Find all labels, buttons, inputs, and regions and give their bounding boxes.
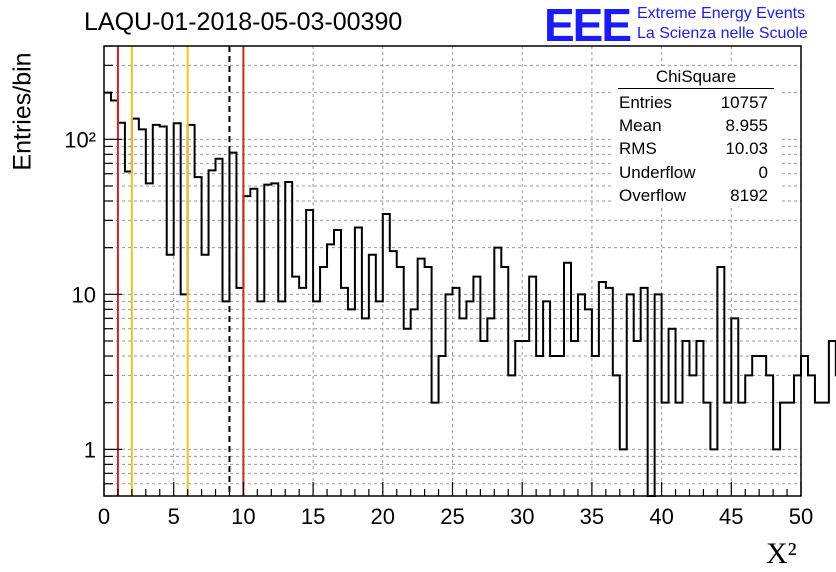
histogram-bars — [104, 91, 836, 497]
stats-value: 10757 — [720, 93, 768, 112]
stats-row-underflow: Underflow 0 — [612, 161, 780, 184]
stats-row-rms: RMS 10.03 — [612, 137, 780, 160]
x-tick-label: 25 — [440, 504, 464, 529]
x-tick-label: 20 — [371, 504, 395, 529]
y-tick-label: 10² — [64, 127, 96, 152]
x-tick-label: 30 — [510, 504, 534, 529]
x-tick-label: 5 — [168, 504, 180, 529]
stats-value: 8192 — [730, 185, 768, 205]
run-title: LAQU-01-2018-05-03-00390 — [84, 8, 403, 36]
histogram-outline — [104, 91, 836, 497]
x-tick-label: 15 — [301, 504, 325, 529]
x-tick-label: 35 — [580, 504, 604, 529]
x-axis-label: X² — [766, 537, 797, 570]
y-tick-label: 10 — [72, 282, 96, 307]
logo-line-2: La Scienza nelle Scuole — [637, 25, 808, 42]
x-tick-label: 45 — [719, 504, 743, 529]
stats-label: Underflow — [619, 162, 696, 182]
stats-value: 0 — [758, 162, 768, 182]
x-tick-label: 0 — [98, 504, 110, 529]
stats-label: Mean — [619, 116, 662, 136]
y-axis-label: Entries/bin — [8, 52, 37, 171]
stats-label: Overflow — [619, 185, 687, 205]
stats-box: ChiSquare Entries 10757 Mean 8.955 RMS 1… — [612, 66, 780, 207]
tick-labels: 0 5 10 15 20 25 30 35 40 45 50 1 10 10² — [64, 127, 813, 529]
x-tick-label: 50 — [789, 504, 813, 529]
stats-row-entries: Entries 10757 — [612, 91, 780, 114]
eee-logo: EEE — [544, 0, 632, 51]
stats-label: RMS — [619, 139, 657, 159]
x-tick-label: 40 — [649, 504, 673, 529]
stats-label: Entries — [619, 93, 672, 112]
logo-line-1: Extreme Energy Events — [637, 5, 806, 22]
stats-row-overflow: Overflow 8192 — [612, 184, 780, 207]
reference-lines — [116, 46, 245, 496]
stats-value: 8.955 — [725, 116, 768, 136]
axis-ticks — [103, 45, 802, 497]
grid-lines — [104, 46, 801, 496]
x-tick-label: 10 — [231, 504, 255, 529]
stats-row-mean: Mean 8.955 — [612, 114, 780, 137]
stats-value: 10.03 — [725, 139, 768, 159]
stats-title: ChiSquare — [618, 66, 774, 89]
y-tick-label: 1 — [84, 437, 96, 462]
